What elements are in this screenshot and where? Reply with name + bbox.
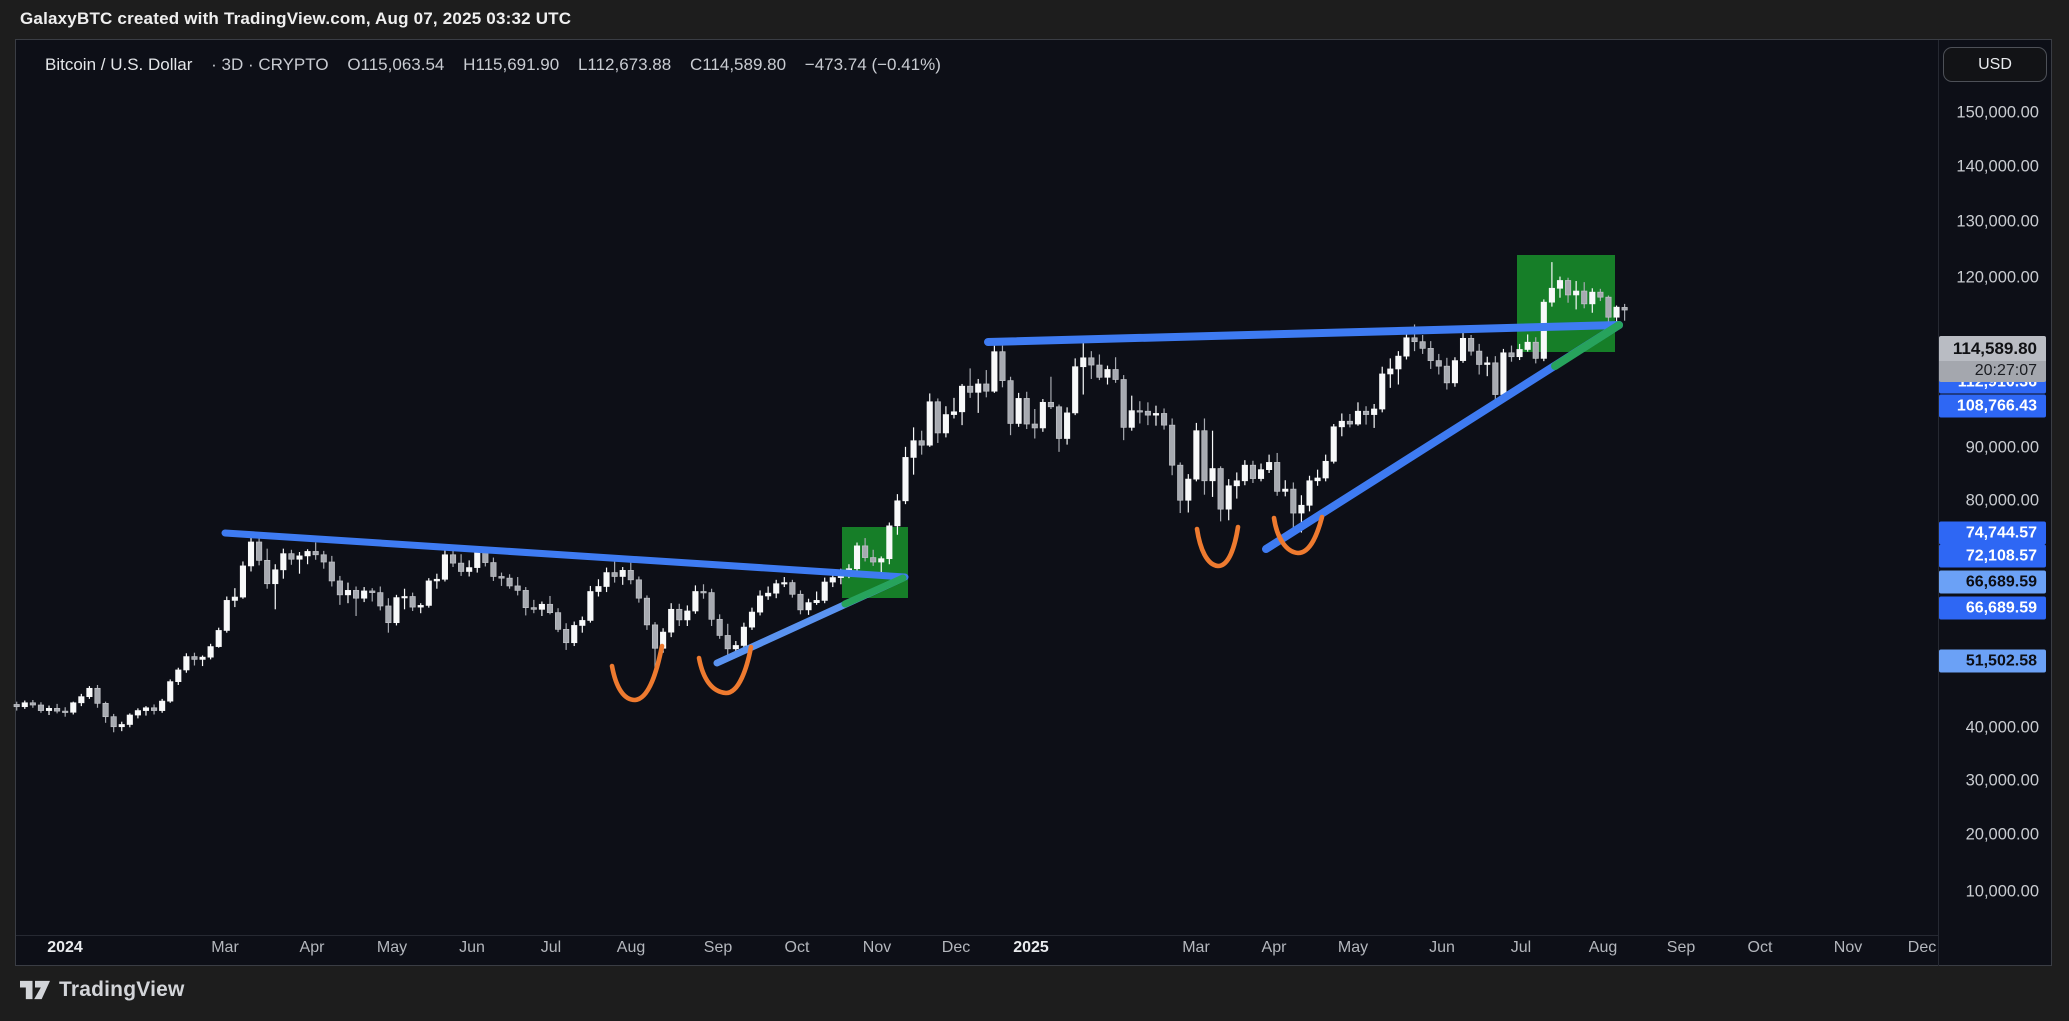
price-axis[interactable]: 114,589.80 20:27:07 150,000.00 140,000.00…: [1939, 40, 2051, 935]
tradingview-logo-icon: [20, 980, 50, 1000]
ohlc-high: H115,691.90: [463, 55, 560, 74]
time-label-month: Oct: [1747, 939, 1773, 956]
price-tick: 80,000.00: [1965, 491, 2039, 510]
time-label-month: Apr: [1261, 939, 1287, 956]
time-label-month: Dec: [1907, 939, 1937, 956]
price-tick: 130,000.00: [1956, 212, 2039, 231]
change-value: −473.74 (−0.41%): [804, 55, 941, 74]
price-tick: 30,000.00: [1965, 771, 2039, 790]
time-label-month: May: [1337, 939, 1369, 956]
top-watermark-bar: GalaxyBTC created with TradingView.com, …: [0, 0, 2069, 39]
tradingview-brand-text: TradingView: [59, 978, 185, 1001]
price-tick: 120,000.00: [1956, 268, 2039, 287]
drawing-price-label: 51,502.58: [1939, 649, 2046, 673]
drawing-price-label: 108,766.43: [1939, 394, 2046, 418]
symbol-title[interactable]: Bitcoin / U.S. Dollar: [45, 55, 193, 74]
drawing-price-label: 72,108.57: [1939, 544, 2046, 568]
time-label-month: Apr: [299, 939, 325, 956]
price-tick: 90,000.00: [1965, 438, 2039, 457]
time-label-month: Aug: [616, 939, 646, 956]
symbol-interval-exchange: · 3D · CRYPTO: [211, 55, 329, 74]
time-label-month: Nov: [862, 939, 892, 956]
currency-usd-button[interactable]: USD: [1943, 47, 2047, 82]
ohlc-low: L112,673.88: [577, 55, 672, 74]
ohlc-close: C114,589.80: [689, 55, 787, 74]
time-label-year: 2025: [1013, 939, 1049, 956]
time-label-month: Mar: [211, 939, 239, 956]
symbol-header: Bitcoin / U.S. Dollar · 3D · CRYPTO O115…: [45, 55, 955, 75]
time-label-month: Jul: [540, 939, 562, 956]
price-tick: 40,000.00: [1965, 718, 2039, 737]
time-label-month: Jun: [459, 939, 485, 956]
chart-panel[interactable]: [15, 39, 2052, 966]
time-label-month: Dec: [941, 939, 971, 956]
time-axis[interactable]: 2024 Mar Apr May Jun Jul Aug Sep Oct Nov Dec 2025 Ma…: [16, 936, 1937, 964]
time-label-month: Oct: [784, 939, 810, 956]
time-axis-separator: [16, 935, 1938, 936]
drawing-price-label: 66,689.59: [1939, 570, 2046, 594]
last-price-label: 114,589.80 20:27:07: [1939, 336, 2046, 382]
watermark-text: GalaxyBTC created with TradingView.com, …: [20, 9, 572, 28]
price-tick: 20,000.00: [1965, 825, 2039, 844]
time-label-month: Sep: [703, 939, 733, 956]
time-label-month: Nov: [1833, 939, 1863, 956]
time-label-month: May: [376, 939, 408, 956]
tradingview-brand[interactable]: TradingView: [20, 977, 185, 1003]
footer-bar: TradingView: [0, 966, 2069, 1021]
price-tick: 150,000.00: [1956, 103, 2039, 122]
time-label-month: Aug: [1588, 939, 1618, 956]
price-tick: 10,000.00: [1965, 882, 2039, 901]
drawing-price-label: 74,744.57: [1939, 521, 2046, 545]
bar-countdown: 20:27:07: [1939, 361, 2046, 382]
time-label-year: 2024: [47, 939, 83, 956]
time-label-month: Sep: [1666, 939, 1696, 956]
time-label-month: Jul: [1510, 939, 1532, 956]
time-label-month: Jun: [1429, 939, 1455, 956]
ohlc-open: O115,063.54: [347, 55, 445, 74]
time-label-month: Mar: [1182, 939, 1210, 956]
last-price-value: 114,589.80: [1939, 336, 2046, 361]
drawing-price-label: 66,689.59: [1939, 596, 2046, 620]
price-axis-separator: [1938, 40, 1939, 966]
price-tick: 140,000.00: [1956, 157, 2039, 176]
